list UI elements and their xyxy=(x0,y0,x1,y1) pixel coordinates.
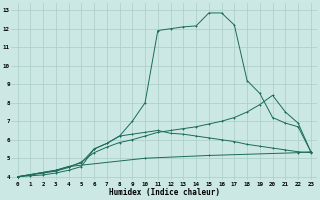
X-axis label: Humidex (Indice chaleur): Humidex (Indice chaleur) xyxy=(109,188,220,197)
